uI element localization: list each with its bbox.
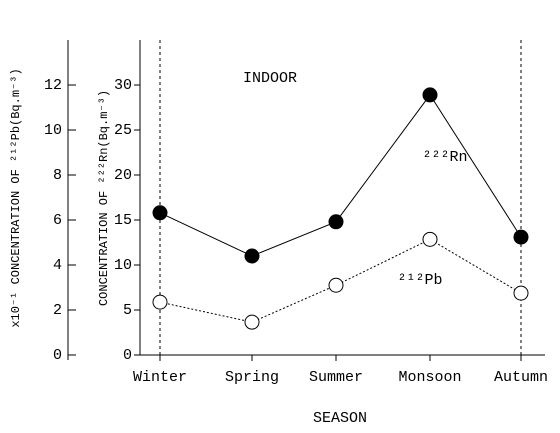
y2-tick-label: 0 <box>53 347 62 364</box>
data-point <box>422 87 438 103</box>
data-point <box>328 214 344 230</box>
x-tick-label: Monsoon <box>398 369 461 386</box>
data-point <box>513 285 529 301</box>
x-tick-label: Autumn <box>494 369 548 386</box>
y-tick-label: 5 <box>123 302 132 319</box>
series-line <box>159 94 522 257</box>
data-point <box>328 277 344 293</box>
y2-tick-label: 10 <box>44 122 62 139</box>
x-tick-label: Summer <box>309 369 363 386</box>
y-axis-label: CONCENTRATION OF ²²²Rn(Bq.m⁻³) <box>97 90 111 306</box>
data-point <box>422 231 438 247</box>
y-tick-label: 25 <box>114 122 132 139</box>
y2-axis-label: x10⁻¹ CONCENTRATION OF ²¹²Pb(Bq.m⁻³) <box>9 68 23 327</box>
series-annotation: ²²²Rn <box>422 149 467 166</box>
y2-tick-label: 2 <box>53 302 62 319</box>
data-point <box>513 229 529 245</box>
y2-tick-label: 8 <box>53 167 62 184</box>
y-tick-label: 15 <box>114 212 132 229</box>
data-point <box>152 294 168 310</box>
x-tick-label: Winter <box>133 369 187 386</box>
y-tick-label: 0 <box>123 347 132 364</box>
data-point <box>152 205 168 221</box>
data-point <box>244 314 260 330</box>
y-tick-label: 20 <box>114 167 132 184</box>
y2-tick-label: 12 <box>44 77 62 94</box>
y2-tick-label: 6 <box>53 212 62 229</box>
series-annotation: ²¹²Pb <box>397 272 442 289</box>
y-tick-label: 30 <box>114 77 132 94</box>
data-point <box>244 248 260 264</box>
y2-tick-label: 4 <box>53 257 62 274</box>
y-tick-label: 10 <box>114 257 132 274</box>
annotation: INDOOR <box>243 70 297 87</box>
x-tick-label: Spring <box>225 369 279 386</box>
x-axis-label: SEASON <box>313 410 367 427</box>
